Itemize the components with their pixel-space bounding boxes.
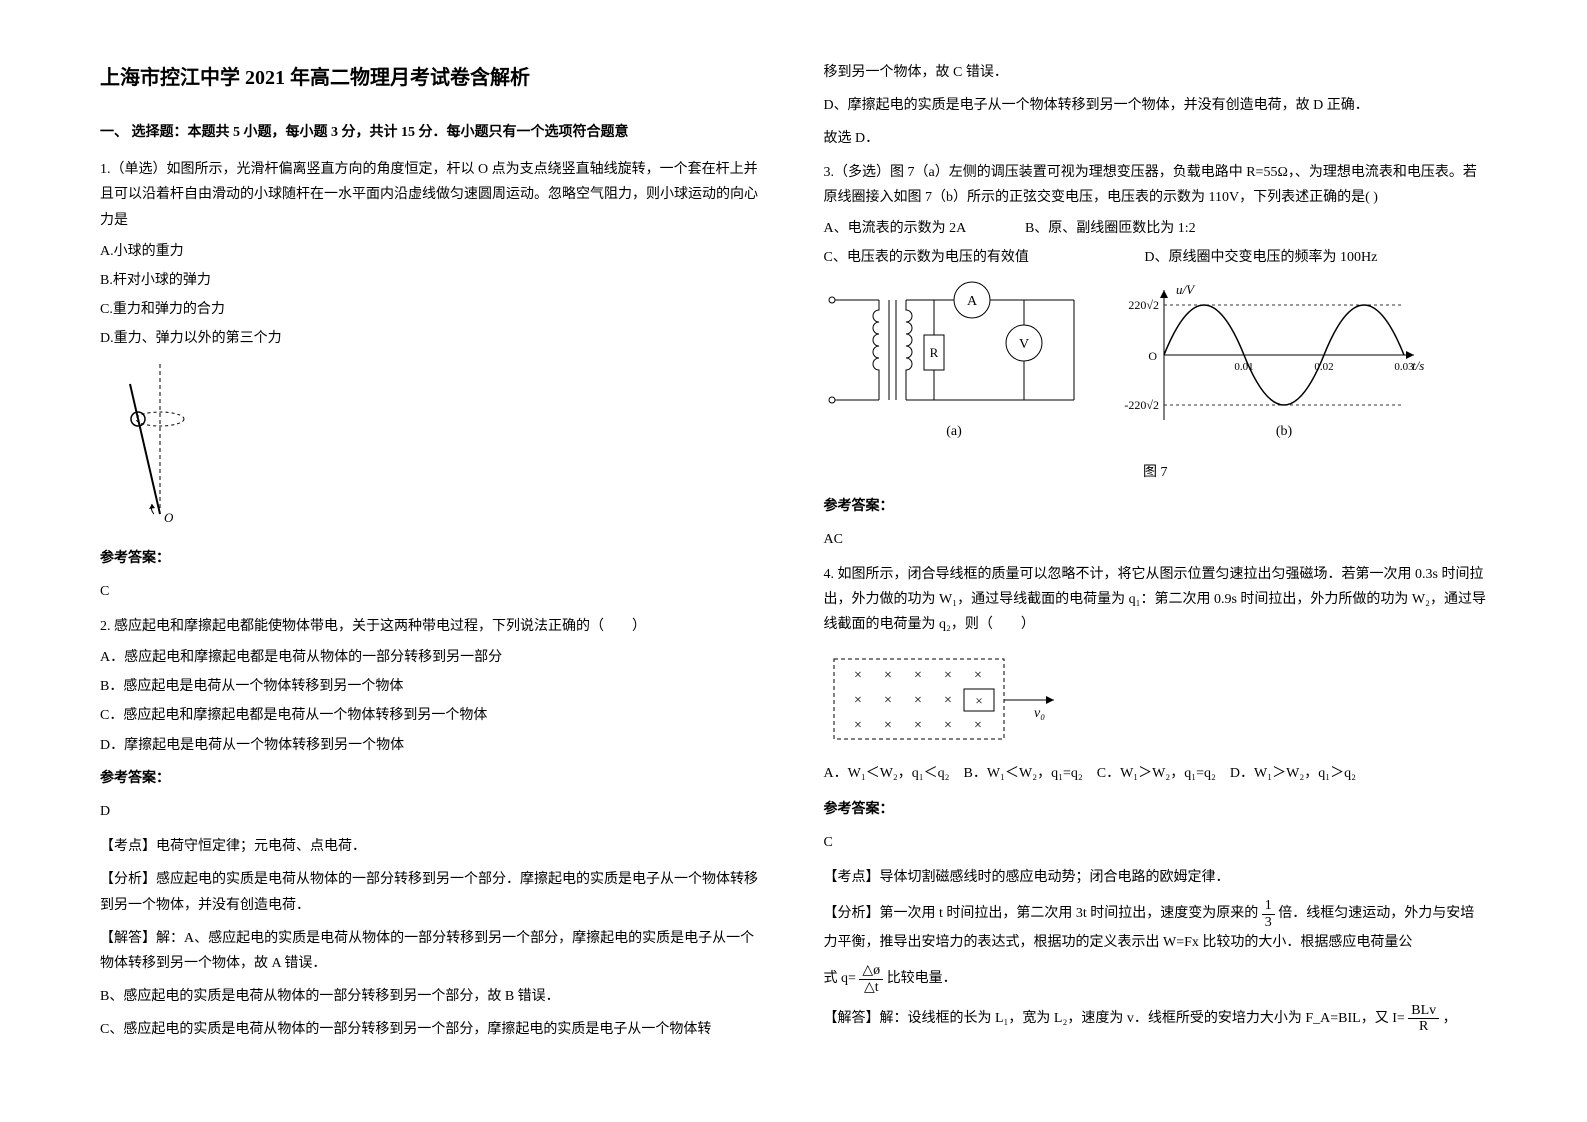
- q2-answer: D: [100, 799, 764, 824]
- svg-text:×: ×: [975, 693, 982, 708]
- q4-figure: × × × × × × × × × × × × × × × v₀: [824, 649, 1104, 749]
- delta-phi-fraction: △ø△t: [859, 963, 883, 995]
- q2-jieda-d: D、摩擦起电的实质是电子从一个物体转移到另一个物体，并没有创造电荷，故 D 正确…: [824, 93, 1488, 118]
- ymin: -220√2: [1124, 398, 1159, 412]
- q1-answer-label: 参考答案：: [100, 546, 764, 571]
- q4-fenxi-q-pre: 式 q=: [824, 971, 856, 986]
- svg-text:×: ×: [854, 693, 862, 708]
- svg-text:×: ×: [914, 693, 922, 708]
- q2-opt-c: C．感应起电和摩擦起电都是电荷从一个物体转移到另一个物体: [100, 703, 764, 728]
- voltmeter-label: V: [1018, 337, 1028, 352]
- svg-text:×: ×: [944, 718, 952, 733]
- page-title: 上海市控江中学 2021 年高二物理月考试卷含解析: [100, 60, 764, 96]
- q1-stem: 1.（单选）如图所示，光滑杆偏离竖直方向的角度恒定，杆以 O 点为支点绕竖直轴线…: [100, 157, 764, 233]
- ymax: 220√2: [1128, 298, 1159, 312]
- q3-opts-row1: A、电流表的示数为 2A B、原、副线圈匝数比为 1:2: [824, 216, 1488, 241]
- question-3: 3.（多选）图 7（a）左侧的调压装置可视为理想变压器，负载电路中 R=55Ω，…: [824, 160, 1488, 552]
- svg-text:O: O: [164, 510, 174, 525]
- one-third-fraction: 13: [1262, 898, 1275, 930]
- q3-opt-d: D、原线圈中交变电压的频率为 100Hz: [1144, 250, 1377, 265]
- question-4: 4. 如图所示，闭合导线框的质量可以忽略不计，将它从图示位置匀速拉出匀强磁场．若…: [824, 562, 1488, 1035]
- q3-sine-figure: u/V t/s O 220√2 -220√2 0.01 0.02 0.03 (b…: [1124, 280, 1424, 450]
- svg-text:×: ×: [974, 718, 982, 733]
- q1-opt-c: C.重力和弹力的合力: [100, 297, 764, 322]
- question-2: 2. 感应起电和摩擦起电都能使物体带电，关于这两种带电过程，下列说法正确的（ ）…: [100, 614, 764, 1043]
- q1-opt-a: A.小球的重力: [100, 239, 764, 264]
- ylabel: u/V: [1176, 282, 1196, 297]
- q4-fenxi: 【分析】第一次用 t 时间拉出，第二次用 3t 时间拉出，速度变为原来的 13 …: [824, 898, 1488, 955]
- xtick-2: 0.02: [1314, 361, 1333, 373]
- q4-jieda-pre: 【解答】解：设线框的长为 L₁，宽为 L₂，速度为 v．线框所受的安培力大小为 …: [824, 1011, 1409, 1026]
- fig-a-label: (a): [946, 424, 962, 439]
- q3-answer-label: 参考答案：: [824, 494, 1488, 519]
- q2-kaodian: 【考点】电荷守恒定律；元电荷、点电荷．: [100, 834, 764, 859]
- svg-text:×: ×: [914, 718, 922, 733]
- svg-text:O: O: [1148, 349, 1157, 363]
- q2-answer-label: 参考答案：: [100, 766, 764, 791]
- q3-circuit-figure: A V R (a): [824, 280, 1094, 450]
- q3-opts-row2: C、电压表的示数为电压的有效值 D、原线圈中交变电压的频率为 100Hz: [824, 245, 1488, 270]
- xtick-1: 0.01: [1234, 361, 1253, 373]
- xlabel: t/s: [1412, 358, 1424, 373]
- q3-opt-c: C、电压表的示数为电压的有效值: [824, 250, 1029, 265]
- right-column: 移到另一个物体，故 C 错误． D、摩擦起电的实质是电子从一个物体转移到另一个物…: [824, 60, 1488, 1053]
- fig-b-label: (b): [1275, 424, 1292, 439]
- q4-answer: C: [824, 830, 1488, 855]
- q2-jieda-b: B、感应起电的实质是电荷从物体的一部分转移到另一个部分，故 B 错误．: [100, 984, 764, 1009]
- question-1: 1.（单选）如图所示，光滑杆偏离竖直方向的角度恒定，杆以 O 点为支点绕竖直轴线…: [100, 157, 764, 604]
- q2-fenxi: 【分析】感应起电的实质是电荷从物体的一部分转移到另一个部分．摩擦起电的实质是电子…: [100, 867, 764, 917]
- section-heading: 一、 选择题：本题共 5 小题，每小题 3 分，共计 15 分．每小题只有一个选…: [100, 120, 764, 145]
- q3-opt-b: B、原、副线圈匝数比为 1:2: [1025, 221, 1196, 236]
- q2-jieda-c-end: 移到另一个物体，故 C 错误．: [824, 60, 1488, 85]
- q4-stem: 4. 如图所示，闭合导线框的质量可以忽略不计，将它从图示位置匀速拉出匀强磁场．若…: [824, 562, 1488, 638]
- q4-v0: v₀: [1034, 706, 1045, 721]
- q2-opt-a: A．感应起电和摩擦起电都是电荷从物体的一部分转移到另一部分: [100, 645, 764, 670]
- q2-opt-d: D．摩擦起电是电荷从一个物体转移到另一个物体: [100, 733, 764, 758]
- q2-jieda-c-start: C、感应起电的实质是电荷从物体的一部分转移到另一个部分，摩擦起电的实质是电子从一…: [100, 1017, 764, 1042]
- svg-text:×: ×: [854, 718, 862, 733]
- q3-stem: 3.（多选）图 7（a）左侧的调压装置可视为理想变压器，负载电路中 R=55Ω，…: [824, 160, 1488, 210]
- q3-opt-a: A、电流表的示数为 2A: [824, 221, 966, 236]
- q4-kaodian: 【考点】导体切割磁感线时的感应电动势；闭合电路的欧姆定律．: [824, 865, 1488, 890]
- q4-options: A．W₁＜W₂，q₁＜q₂ B．W₁＜W₂，q₁=q₂ C．W₁＞W₂，q₁=q…: [824, 761, 1488, 786]
- q1-opt-d: D.重力、弹力以外的第三个力: [100, 326, 764, 351]
- q2-opt-b: B．感应起电是电荷从一个物体转移到另一个物体: [100, 674, 764, 699]
- ammeter-label: A: [966, 294, 977, 309]
- q1-figure: O: [100, 364, 220, 534]
- svg-text:×: ×: [944, 668, 952, 683]
- xtick-3: 0.03: [1394, 361, 1414, 373]
- svg-text:×: ×: [884, 693, 892, 708]
- q3-answer: AC: [824, 527, 1488, 552]
- resistor-label: R: [929, 345, 938, 360]
- q2-guxuan: 故选 D．: [824, 126, 1488, 151]
- q4-answer-label: 参考答案：: [824, 797, 1488, 822]
- svg-text:×: ×: [854, 668, 862, 683]
- svg-text:×: ×: [884, 718, 892, 733]
- q4-fenxi-q-post: 比较电量．: [887, 971, 957, 986]
- q4-fenxi-q: 式 q= △ø△t 比较电量．: [824, 963, 1488, 995]
- blv-over-r-fraction: BLvR: [1408, 1003, 1439, 1035]
- q2-stem: 2. 感应起电和摩擦起电都能使物体带电，关于这两种带电过程，下列说法正确的（ ）: [100, 614, 764, 639]
- q3-fig-label: 图 7: [824, 460, 1488, 485]
- left-column: 上海市控江中学 2021 年高二物理月考试卷含解析 一、 选择题：本题共 5 小…: [100, 60, 764, 1053]
- q2-jieda-a: 【解答】解：A、感应起电的实质是电荷从物体的一部分转移到另一个部分，摩擦起电的实…: [100, 926, 764, 976]
- q4-jieda: 【解答】解：设线框的长为 L₁，宽为 L₂，速度为 v．线框所受的安培力大小为 …: [824, 1003, 1488, 1035]
- svg-text:×: ×: [914, 668, 922, 683]
- svg-text:×: ×: [974, 668, 982, 683]
- svg-text:×: ×: [944, 693, 952, 708]
- q1-opt-b: B.杆对小球的弹力: [100, 268, 764, 293]
- q1-answer: C: [100, 579, 764, 604]
- svg-text:×: ×: [884, 668, 892, 683]
- q4-fenxi-pre: 【分析】第一次用 t 时间拉出，第二次用 3t 时间拉出，速度变为原来的: [824, 906, 1259, 921]
